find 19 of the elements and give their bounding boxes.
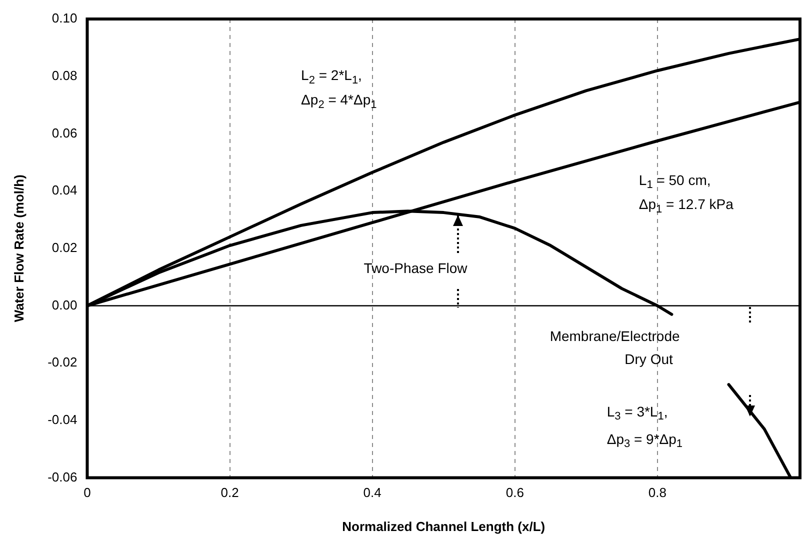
y-tick-label: -0.04 xyxy=(48,412,78,428)
y-tick-label: 0.10 xyxy=(52,10,78,26)
y-tick-label: 0.02 xyxy=(52,240,78,255)
annotation: Dry Out xyxy=(624,351,673,368)
x-axis-title: Normalized Channel Length (x/L) xyxy=(342,518,546,534)
y-tick-label: 0.04 xyxy=(52,182,78,198)
x-tick-label: 0.4 xyxy=(363,485,382,500)
x-tick-label: 0.6 xyxy=(506,485,524,500)
annotation: Two-Phase Flow xyxy=(364,260,468,276)
x-tick-label: 0 xyxy=(84,485,91,500)
x-tick-label: 0.2 xyxy=(220,485,239,500)
y-tick-label: 0.00 xyxy=(52,297,78,312)
x-tick-label: 0.8 xyxy=(648,485,666,500)
y-tick-label: -0.02 xyxy=(48,354,78,370)
y-tick-label: 0.06 xyxy=(52,125,78,140)
annotation: Membrane/Electrode xyxy=(550,328,680,344)
y-tick-label: 0.08 xyxy=(52,68,78,83)
y-tick-label: -0.06 xyxy=(48,469,78,484)
y-axis-title: Water Flow Rate (mol/h) xyxy=(11,174,26,322)
